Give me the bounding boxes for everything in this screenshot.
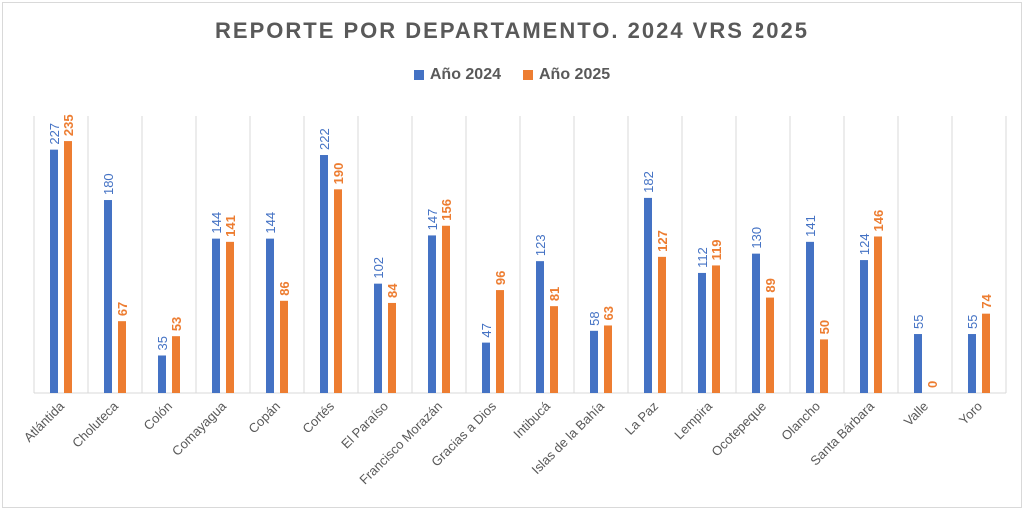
data-label-2024: 47 — [479, 323, 494, 337]
x-tick-label: Cortés — [299, 398, 337, 436]
data-label-2024: 180 — [101, 173, 116, 195]
legend-swatch-2024 — [413, 70, 424, 80]
data-label-2024: 124 — [857, 233, 872, 255]
data-label-2025: 63 — [601, 306, 616, 320]
bar-2024 — [590, 330, 598, 393]
bar-2025 — [226, 241, 234, 393]
bar-2024 — [104, 200, 112, 393]
bar-2024 — [50, 149, 58, 393]
data-label-2025: 81 — [547, 287, 562, 301]
bar-2025 — [496, 290, 504, 393]
x-tick-label: Choluteca — [69, 398, 122, 451]
x-tick-label: Atlántida — [21, 398, 68, 445]
chart-legend: Año 2024 Año 2025 — [0, 66, 1024, 84]
bar-2024 — [644, 197, 652, 393]
x-tick-label: Intibucá — [510, 398, 553, 441]
x-tick-label: El Paraíso — [338, 399, 391, 452]
bar-2024 — [968, 334, 976, 393]
bar-2024 — [698, 272, 706, 393]
bar-2025 — [874, 236, 882, 393]
data-label-2024: 130 — [749, 227, 764, 249]
bar-2025 — [334, 189, 342, 393]
data-label-2025: 74 — [979, 293, 994, 308]
bar-2025 — [64, 141, 72, 393]
bar-2025 — [712, 265, 720, 393]
bar-2025 — [604, 325, 612, 393]
bar-2024 — [266, 238, 274, 393]
legend-label-2025: Año 2025 — [539, 66, 611, 83]
data-label-2025: 96 — [493, 271, 508, 285]
data-label-2025: 156 — [439, 199, 454, 221]
data-label-2025: 84 — [385, 283, 400, 298]
bar-2024 — [212, 238, 220, 393]
x-tick-label: Copán — [245, 399, 283, 437]
data-label-2025: 50 — [817, 320, 832, 334]
data-label-2025: 190 — [331, 163, 346, 185]
x-tick-label: Comayagua — [169, 398, 230, 459]
bar-2025 — [172, 336, 180, 393]
x-tick-label: La Paz — [622, 399, 661, 438]
data-label-2024: 112 — [695, 247, 710, 268]
bar-2025 — [820, 339, 828, 393]
bar-2025 — [658, 256, 666, 393]
x-tick-label: Yoro — [956, 399, 985, 428]
bar-2025 — [766, 297, 774, 393]
bar-2024 — [914, 334, 922, 393]
data-label-2025: 53 — [169, 317, 184, 331]
data-label-2024: 102 — [371, 257, 386, 279]
legend-label-2024: Año 2024 — [429, 66, 501, 83]
data-label-2024: 144 — [263, 212, 278, 234]
bar-2024 — [806, 241, 814, 393]
data-label-2025: 89 — [763, 278, 778, 292]
data-label-2024: 227 — [47, 123, 62, 145]
data-label-2025: 119 — [709, 239, 724, 260]
bar-2025 — [388, 302, 396, 393]
bar-2025 — [280, 300, 288, 393]
legend-swatch-2025 — [523, 70, 533, 80]
chart-title: REPORTE POR DEPARTAMENTO. 2024 VRS 2025 — [215, 18, 809, 43]
bar-2024 — [752, 253, 760, 393]
bar-2024 — [374, 283, 382, 393]
data-label-2025: 146 — [871, 210, 886, 232]
data-label-2024: 222 — [317, 128, 332, 150]
bar-2024 — [158, 355, 166, 393]
data-label-2024: 55 — [965, 315, 980, 329]
x-tick-label: Ocotepeque — [708, 399, 769, 460]
bar-2024 — [320, 155, 328, 393]
bar-2024 — [536, 261, 544, 393]
x-tick-label: Colón — [140, 399, 175, 434]
bar-2025 — [442, 225, 450, 393]
data-label-2024: 55 — [911, 315, 926, 329]
x-tick-label: Lempira — [671, 398, 715, 442]
data-label-2025: 127 — [655, 230, 670, 252]
bar-2024 — [428, 235, 436, 393]
bar-2024 — [860, 260, 868, 393]
data-label-2024: 182 — [641, 171, 656, 193]
data-label-2025: 67 — [115, 302, 130, 316]
x-tick-label: Valle — [901, 399, 931, 429]
data-label-2024: 58 — [587, 311, 602, 325]
data-label-2024: 123 — [533, 234, 548, 256]
x-tick-label: Olancho — [778, 399, 823, 444]
data-label-2024: 147 — [425, 209, 440, 231]
data-label-2025: 235 — [61, 114, 76, 136]
legend-item-2024: Año 2024 — [413, 66, 501, 84]
legend-item-2025: Año 2025 — [523, 66, 610, 84]
bar-2025 — [118, 321, 126, 393]
data-label-2024: 144 — [209, 212, 224, 234]
data-label-2025: 0 — [925, 381, 940, 388]
data-label-2025: 86 — [277, 281, 292, 295]
data-label-2025: 141 — [223, 215, 238, 237]
data-label-2024: 141 — [803, 215, 818, 237]
bar-2024 — [482, 342, 490, 393]
bar-2025 — [550, 306, 558, 393]
data-label-2024: 35 — [155, 336, 170, 350]
bar-2025 — [982, 313, 990, 393]
